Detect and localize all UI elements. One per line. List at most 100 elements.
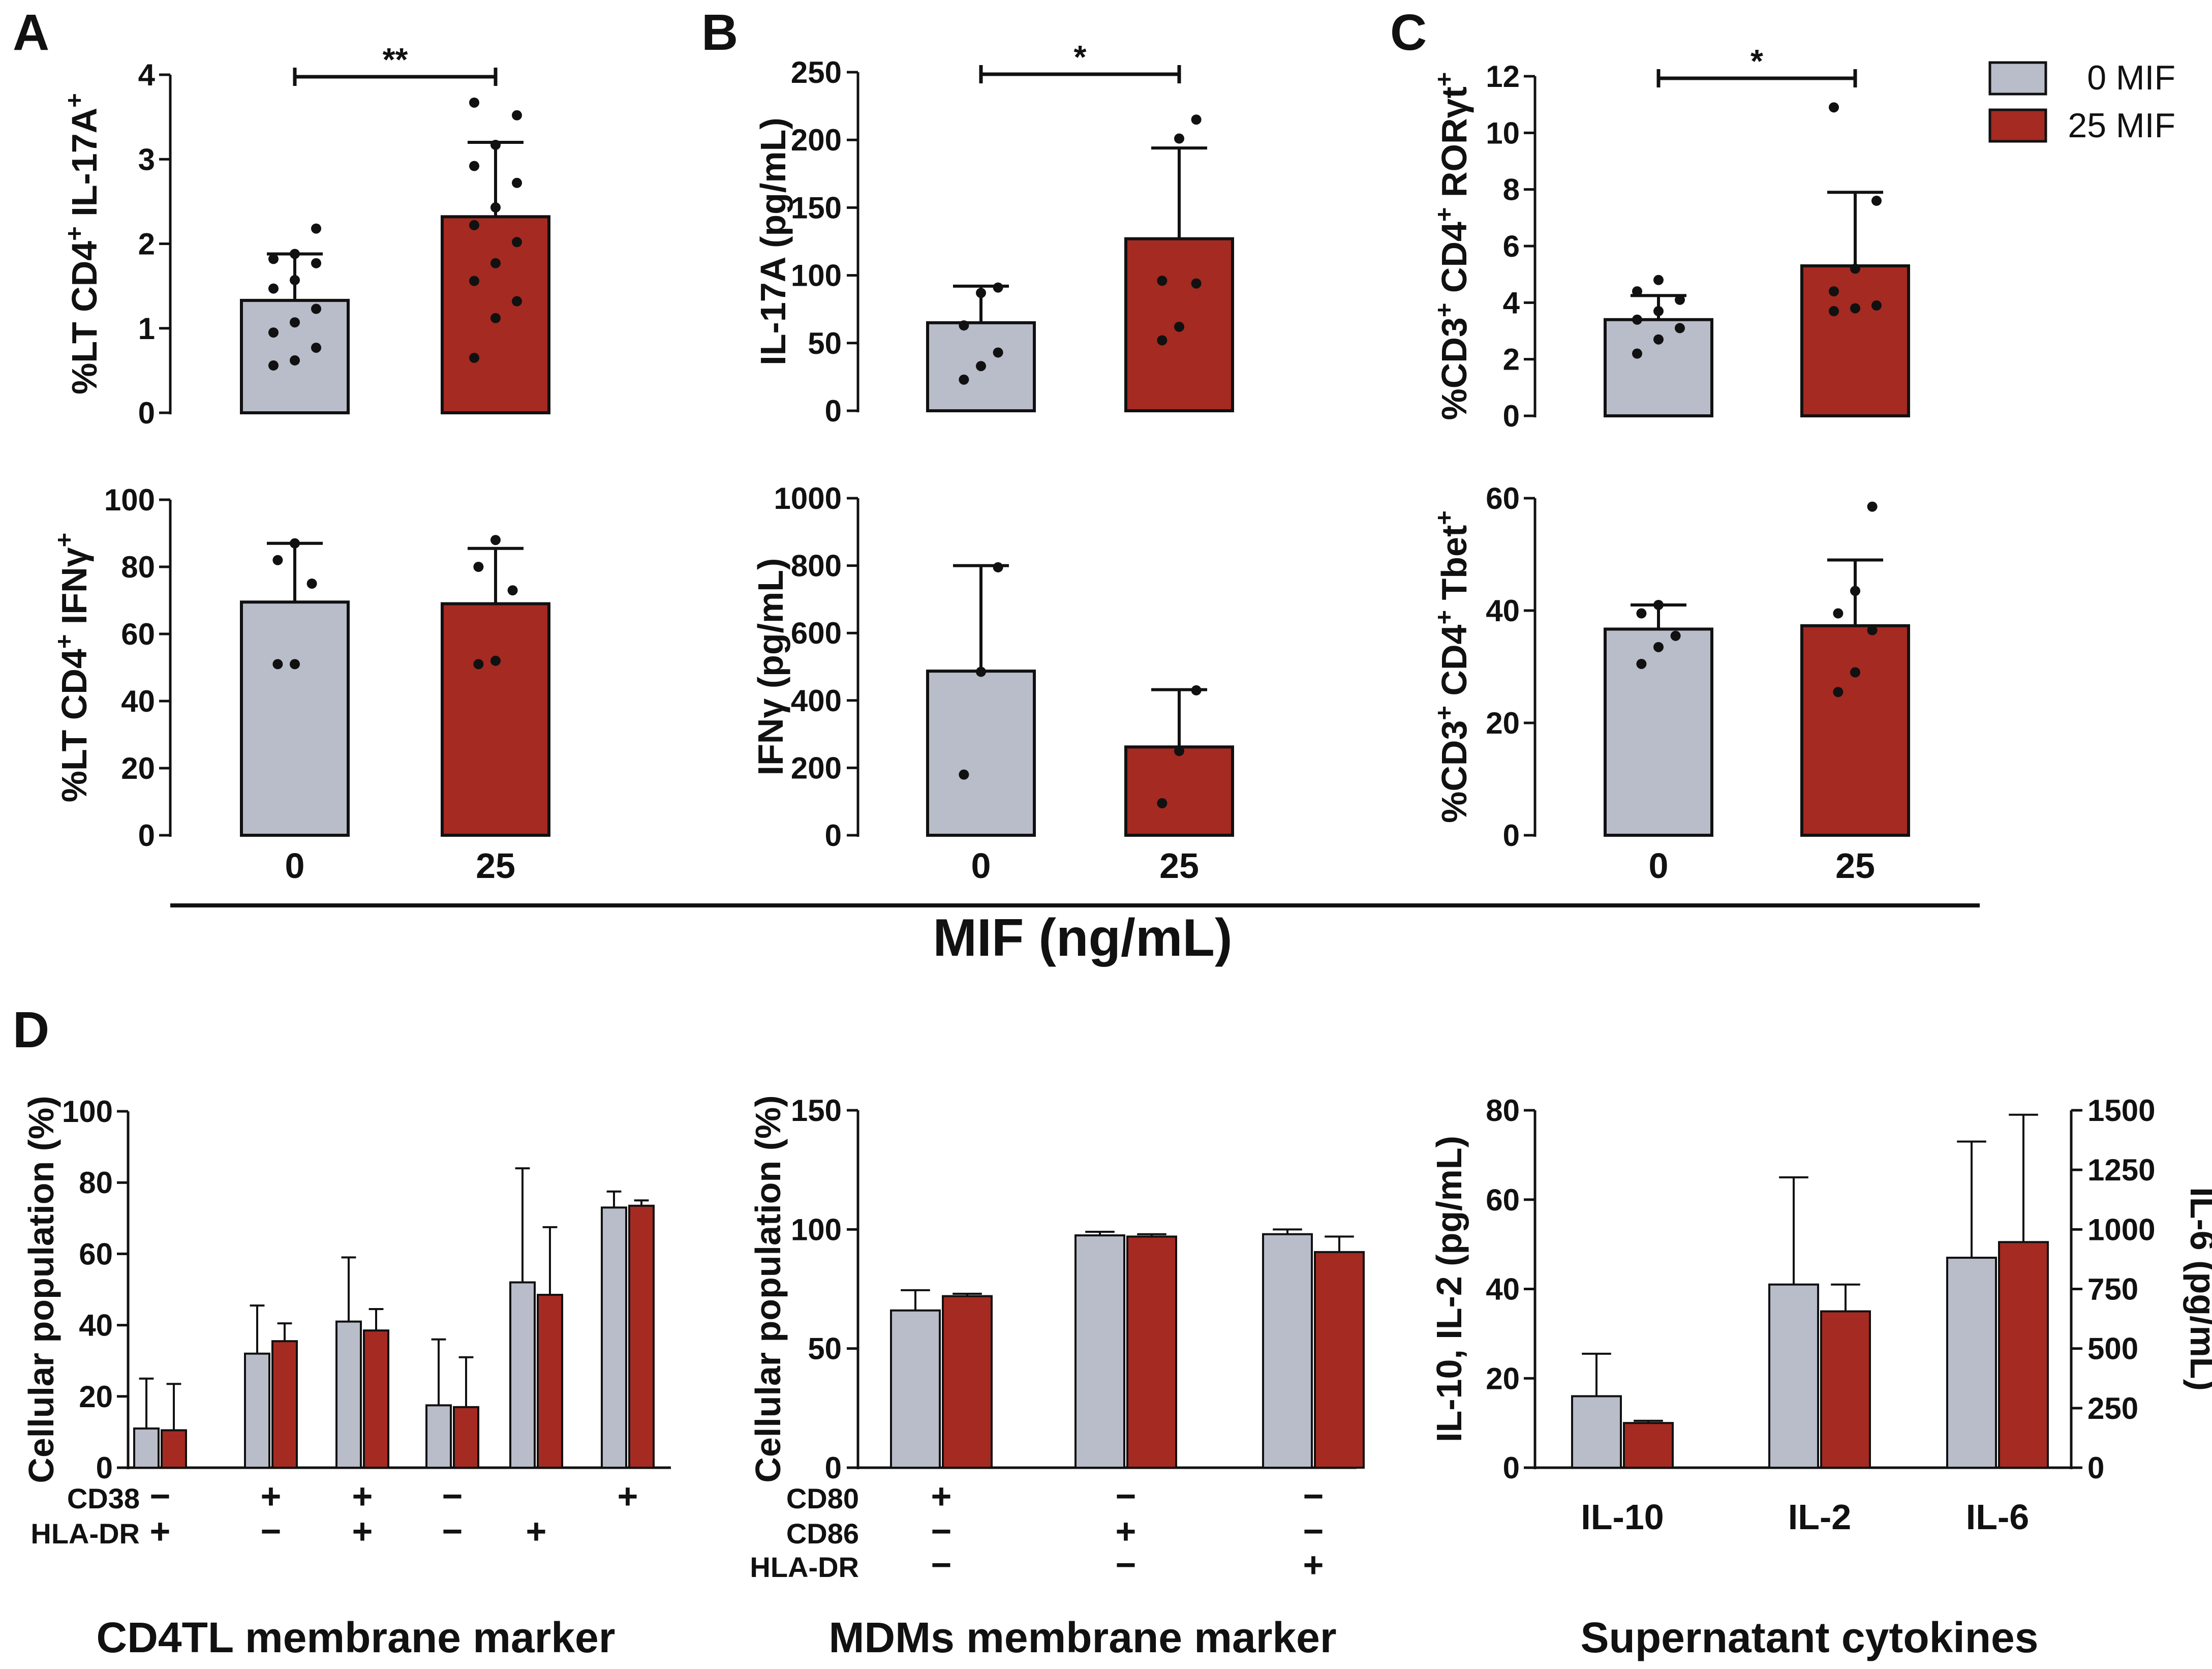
data-point: [311, 223, 321, 234]
data-point: [1829, 102, 1839, 113]
y-tick-label: 150: [791, 191, 842, 225]
y-tick-label: 100: [62, 1095, 113, 1129]
y-tick-label: 0: [138, 818, 155, 853]
bar: [509, 1281, 536, 1469]
y-tick-label: 60: [79, 1237, 113, 1271]
y2-tick-label: 1250: [2087, 1153, 2155, 1187]
panel-title: CD4TL membrane marker: [97, 1614, 616, 1661]
bar: [601, 1206, 627, 1469]
bar: [1074, 1234, 1125, 1469]
y-axis-label: IFNγ (pg/mL): [751, 558, 790, 776]
data-point: [469, 220, 479, 230]
panel-letter: C: [1390, 4, 1427, 61]
y-tick-label: 80: [121, 550, 155, 584]
bar: [1262, 1233, 1313, 1469]
y-tick-label: 0: [96, 1451, 113, 1485]
y-axis-label: %CD3+ CD4+ RORγt+: [1431, 72, 1474, 420]
bar: [1800, 624, 1910, 837]
marker-sign: +: [931, 1476, 952, 1516]
data-point: [1867, 501, 1878, 512]
data-point: [1632, 286, 1642, 297]
y2-tick-label: 1500: [2087, 1094, 2155, 1128]
bar: [1126, 1235, 1177, 1469]
marker-sign: −: [1303, 1511, 1324, 1551]
data-point: [1632, 348, 1642, 359]
data-point: [311, 258, 321, 268]
marker-sign: −: [931, 1545, 952, 1585]
data-point: [959, 374, 969, 385]
y-axis-label: %CD3+ CD4+ Tbet+: [1431, 510, 1474, 823]
marker-row-label: HLA-DR: [750, 1551, 859, 1583]
legend-label-control: 0 MIF: [2087, 58, 2175, 97]
bar: [926, 670, 1036, 837]
data-point: [1174, 321, 1184, 332]
marker-row-label: CD80: [786, 1482, 859, 1514]
data-point: [306, 579, 317, 589]
y-axis-label: IL-10, IL-2 (pg/mL): [1429, 1136, 1469, 1442]
y-tick-label: 0: [825, 1451, 842, 1485]
data-point: [1653, 599, 1664, 610]
y-tick-label: 250: [791, 55, 842, 89]
y-tick-label: 1: [138, 312, 155, 346]
data-point: [272, 555, 283, 565]
y-tick-label: 40: [1486, 594, 1520, 628]
y2-tick-label: 250: [2087, 1391, 2138, 1425]
bar: [1623, 1422, 1674, 1469]
data-point: [473, 659, 484, 670]
bar: [1314, 1251, 1365, 1469]
bar: [1604, 627, 1713, 837]
bar: [441, 602, 550, 837]
bar: [537, 1294, 563, 1469]
x-tick-label: 0: [1649, 846, 1669, 886]
data-point: [469, 276, 479, 286]
data-point: [1833, 608, 1844, 619]
y2-axis-label: IL-6 (pg/mL): [2183, 1187, 2212, 1390]
y-axis-label: %LT CD4+ IFNγ+: [51, 533, 94, 802]
bar: [1124, 745, 1234, 837]
y-tick-label: 60: [1486, 1183, 1520, 1217]
data-point: [1833, 687, 1844, 697]
bar: [1604, 318, 1713, 417]
x-tick-label: 0: [285, 846, 305, 886]
data-point: [469, 352, 479, 363]
y-tick-label: 80: [79, 1166, 113, 1200]
chart-panel-6: 0 20 40 60 %CD3+ CD4+ Tbet+ 0 25: [1431, 481, 1910, 886]
marker-sign: −: [442, 1476, 463, 1516]
y-tick-label: 60: [121, 617, 155, 651]
y-tick-label: 0: [138, 396, 155, 430]
marker-sign: +: [1116, 1511, 1136, 1551]
data-point: [1850, 263, 1860, 274]
y-tick-label: 20: [121, 751, 155, 785]
marker-sign: −: [1116, 1545, 1136, 1585]
y-tick-label: 40: [121, 684, 155, 718]
data-point: [1157, 276, 1168, 286]
marker-sign: +: [150, 1511, 171, 1551]
data-point: [1867, 625, 1878, 635]
data-point: [1850, 303, 1860, 314]
data-point: [490, 258, 501, 268]
marker-sign: −: [261, 1511, 282, 1551]
y-tick-label: 4: [138, 58, 156, 92]
panel-letter: D: [13, 1002, 49, 1058]
data-point: [1174, 746, 1184, 756]
bar: [1820, 1310, 1871, 1469]
data-point: [512, 110, 522, 120]
data-point: [1636, 608, 1647, 619]
y-tick-label: 100: [791, 259, 842, 293]
data-point: [1850, 667, 1860, 678]
bar: [363, 1329, 389, 1469]
chart-panel-9: 0 20 40 60 80 IL-10, IL-2 (pg/mL) IL-10 IL-2 IL-…: [1429, 1094, 2212, 1661]
data-point: [1632, 314, 1642, 325]
y-axis-label: %LT CD4+ IL-17A+: [61, 93, 104, 395]
x-tick-label: IL-2: [1788, 1497, 1851, 1537]
marker-sign: −: [1116, 1476, 1136, 1516]
data-point: [512, 237, 522, 248]
data-point: [1653, 334, 1664, 345]
y-tick-label: 8: [1503, 173, 1520, 207]
data-point: [469, 97, 479, 108]
marker-sign: +: [261, 1476, 282, 1516]
chart-panel-5: 0 200 400 600 800 1000 IFNγ (pg/mL) 0 25: [751, 481, 1234, 886]
